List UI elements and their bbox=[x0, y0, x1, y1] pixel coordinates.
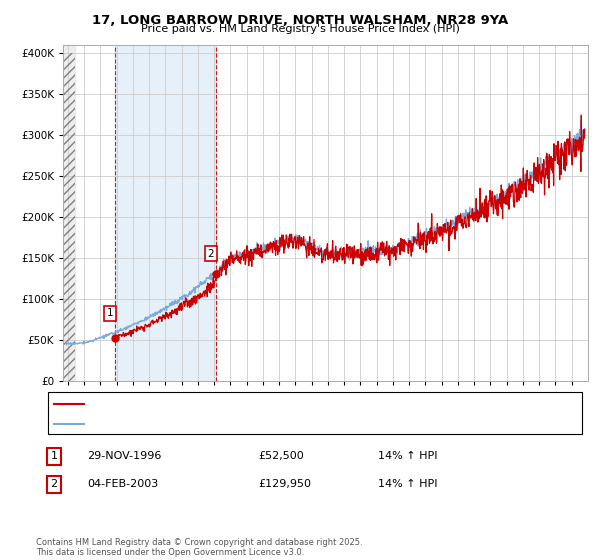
Text: 2: 2 bbox=[208, 249, 214, 259]
Text: 1: 1 bbox=[50, 451, 58, 461]
Bar bbox=[60, 53, 75, 381]
Text: 29-NOV-1996: 29-NOV-1996 bbox=[87, 451, 161, 461]
Text: 2: 2 bbox=[50, 479, 58, 489]
Text: 17, LONG BARROW DRIVE, NORTH WALSHAM, NR28 9YA: 17, LONG BARROW DRIVE, NORTH WALSHAM, NR… bbox=[92, 14, 508, 27]
Bar bbox=[115, 45, 215, 381]
Text: 14% ↑ HPI: 14% ↑ HPI bbox=[378, 451, 437, 461]
Text: HPI: Average price, semi-detached house, North Norfolk: HPI: Average price, semi-detached house,… bbox=[90, 418, 363, 428]
Text: 14% ↑ HPI: 14% ↑ HPI bbox=[378, 479, 437, 489]
Text: 17, LONG BARROW DRIVE, NORTH WALSHAM, NR28 9YA (semi-detached house): 17, LONG BARROW DRIVE, NORTH WALSHAM, NR… bbox=[90, 399, 481, 409]
Text: £129,950: £129,950 bbox=[258, 479, 311, 489]
Text: 04-FEB-2003: 04-FEB-2003 bbox=[87, 479, 158, 489]
Text: Price paid vs. HM Land Registry's House Price Index (HPI): Price paid vs. HM Land Registry's House … bbox=[140, 24, 460, 34]
Bar bbox=[60, 45, 75, 381]
Text: Contains HM Land Registry data © Crown copyright and database right 2025.
This d: Contains HM Land Registry data © Crown c… bbox=[36, 538, 362, 557]
Text: 1: 1 bbox=[107, 308, 114, 318]
Text: £52,500: £52,500 bbox=[258, 451, 304, 461]
